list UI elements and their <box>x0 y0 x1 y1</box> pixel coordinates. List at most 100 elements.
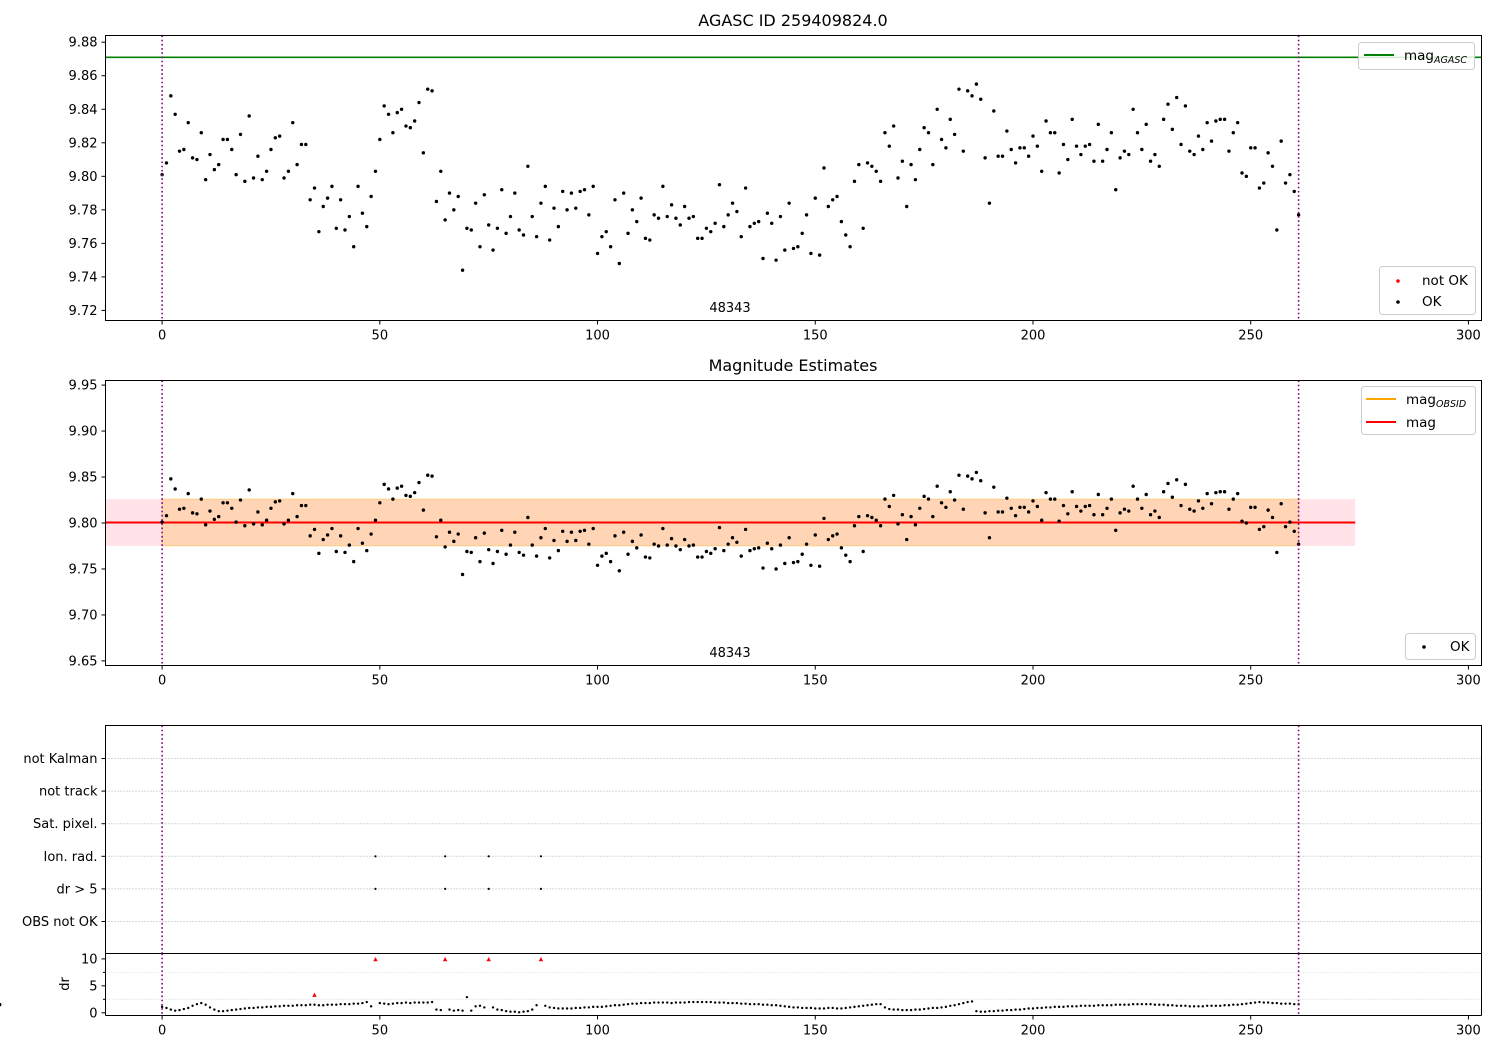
agasc-point <box>395 110 399 115</box>
dr-point <box>1175 1004 1178 1007</box>
estimate-point <box>713 547 717 551</box>
estimate-point <box>652 542 656 546</box>
dr-point <box>483 1006 486 1009</box>
dr-point <box>748 1002 752 1006</box>
legend-mag-label: mag <box>1406 415 1436 431</box>
estimate-point <box>1244 521 1249 525</box>
estimate-point <box>195 512 199 516</box>
estimate-point <box>430 474 434 478</box>
estimate-point <box>395 486 399 490</box>
dr-point <box>330 1003 334 1006</box>
dr-point <box>247 1006 251 1010</box>
agasc-point <box>1005 129 1009 133</box>
agasc-point <box>1087 142 1092 147</box>
agasc-point <box>608 245 613 249</box>
dr-point <box>200 1001 203 1005</box>
estimates-ytick-label: 9.80 <box>69 517 98 532</box>
agasc-point <box>656 216 661 220</box>
dr-point <box>1236 1003 1239 1006</box>
agasc-point <box>439 169 443 173</box>
agasc-point <box>486 223 491 227</box>
agasc-point <box>386 112 391 116</box>
dr-point <box>844 1006 847 1010</box>
estimate-point <box>1105 506 1109 510</box>
estimate-point <box>1161 490 1166 494</box>
agasc-point <box>299 142 304 147</box>
dr-point <box>526 1009 530 1013</box>
estimate-point <box>1153 509 1157 513</box>
dr-xtick-label: 50 <box>372 1024 389 1039</box>
dr-point <box>1240 1002 1244 1006</box>
agasc-point <box>1179 142 1183 147</box>
flag-points <box>374 855 543 891</box>
agasc-point <box>918 147 922 152</box>
estimate-point <box>809 563 813 567</box>
dr-point <box>387 1002 390 1006</box>
estimate-point <box>1174 478 1179 482</box>
dr-point <box>1184 1004 1187 1007</box>
estimate-point <box>391 497 395 501</box>
dr-point <box>1210 1004 1213 1007</box>
estimate-point <box>870 515 874 520</box>
agasc-point <box>896 176 900 180</box>
agasc-point <box>578 189 582 194</box>
estimate-point <box>565 539 569 544</box>
agasc-point <box>1188 149 1192 153</box>
estimate-point <box>1148 513 1153 517</box>
agasc-point <box>1040 169 1044 173</box>
dr-point <box>1036 1006 1039 1010</box>
estimate-point <box>465 549 469 554</box>
estimate-point <box>669 536 674 541</box>
dr-point <box>291 1004 294 1007</box>
dr-point <box>557 1007 560 1010</box>
agasc-point <box>282 176 286 180</box>
agasc-point <box>1044 119 1048 123</box>
agasc-point <box>1074 144 1079 148</box>
agasc-point <box>1070 117 1074 122</box>
dr-point <box>848 1006 852 1009</box>
agasc-point <box>696 236 700 241</box>
agasc-point <box>530 214 534 219</box>
dr-point <box>674 1001 678 1004</box>
dr-point <box>160 1005 164 1009</box>
estimate-point <box>613 534 617 538</box>
estimate-point <box>687 544 691 548</box>
dr-point <box>935 1006 939 1010</box>
estimate-point <box>1114 528 1118 533</box>
estimate-point <box>365 548 369 553</box>
dr-point <box>761 1003 765 1006</box>
agasc-point <box>182 147 186 152</box>
agasc-point <box>456 194 460 199</box>
estimate-point <box>774 567 778 571</box>
estimate-point <box>791 560 796 565</box>
flag-point <box>539 855 543 858</box>
dr-point <box>204 1003 207 1006</box>
agasc-point <box>482 193 487 197</box>
estimate-point <box>1053 497 1057 501</box>
dr-point <box>870 1003 874 1006</box>
agasc-point <box>1026 154 1031 158</box>
legend-not-ok-label: not OK <box>1422 273 1469 289</box>
dr-point <box>1084 1004 1087 1007</box>
dr-point <box>1018 1008 1022 1011</box>
dr-ylabel: dr <box>58 977 73 991</box>
dr-point <box>308 1003 312 1006</box>
flag-row-label: not Kalman <box>23 752 97 767</box>
estimate-point <box>996 510 1000 514</box>
dr-point <box>544 1004 547 1007</box>
dr-flagged-marker <box>538 957 544 962</box>
dr-panel: 0 50 100 150 200 250 300 0 5 10 dr <box>0 952 1482 1039</box>
agasc-point <box>909 162 913 167</box>
estimates-ytick-label: 9.90 <box>69 425 98 440</box>
agasc-point <box>569 191 574 195</box>
agasc-point <box>430 89 434 93</box>
estimate-point <box>382 482 386 487</box>
dr-point <box>478 1004 482 1007</box>
dr-point <box>892 1008 895 1011</box>
legend-mag-obsid-label: magOBSID <box>1406 392 1466 410</box>
dr-point <box>1014 1008 1017 1011</box>
dr-point <box>740 1002 743 1005</box>
dr-point <box>1271 1001 1274 1005</box>
dr-point <box>1075 1005 1078 1008</box>
flag-point <box>444 887 447 891</box>
